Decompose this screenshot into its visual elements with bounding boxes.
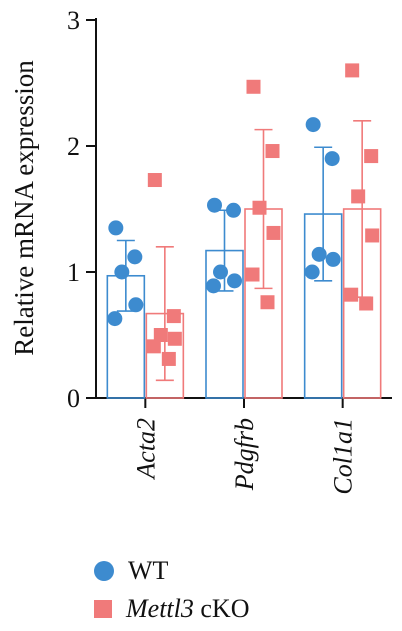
wt-point (311, 246, 327, 262)
wt-point (127, 249, 143, 265)
wt-point (114, 264, 130, 280)
cko-point (246, 79, 261, 94)
cko-point (365, 228, 380, 243)
legend-item-cko: Mettl3 cKO (94, 594, 249, 624)
legend-wt-marker (94, 561, 114, 581)
legend-cko-label: Mettl3 cKO (126, 594, 249, 624)
cko-point (167, 331, 182, 346)
wt-point (324, 151, 340, 167)
legend-cko-marker (94, 600, 112, 618)
axes: 0 1 2 3 Acta2 Pdgfrb Col1a1 (67, 6, 392, 495)
cko-point (147, 173, 162, 188)
legend-item-wt: WT (94, 556, 168, 586)
data-points (107, 63, 380, 366)
x-tick-label: Pdgfrb (230, 418, 259, 491)
wt-point (304, 264, 320, 280)
cko-point (345, 63, 360, 78)
cko-point (344, 287, 359, 302)
wt-point (227, 273, 242, 289)
wt-point (206, 278, 221, 294)
x-tick-label: Col1a1 (329, 418, 358, 495)
y-tick-label: 0 (67, 384, 80, 413)
legend-cko-gene: Mettl3 (126, 594, 194, 623)
legend-cko-suffix: cKO (193, 594, 250, 623)
wt-point (325, 251, 341, 267)
wt-point (305, 117, 321, 133)
cko-point (166, 309, 181, 324)
y-tick-label: 3 (67, 6, 80, 35)
y-tick-label: 1 (67, 258, 80, 287)
wt-point (207, 197, 222, 213)
cko-point (245, 267, 260, 282)
cko-point (359, 296, 374, 311)
wt-point (128, 297, 144, 313)
cko-point (161, 351, 176, 366)
wt-point (213, 264, 228, 280)
cko-point (252, 200, 267, 215)
cko-point (260, 295, 275, 310)
wt-point (226, 202, 241, 218)
cko-point (265, 144, 280, 159)
y-axis-label: Relative mRNA expression (9, 60, 39, 356)
wt-point (107, 311, 123, 327)
cko-point (364, 149, 379, 164)
cko-point (146, 339, 161, 354)
y-tick-label: 2 (67, 132, 80, 161)
cko-point (266, 225, 281, 240)
legend-wt-label: WT (128, 556, 169, 585)
cko-point (351, 189, 366, 204)
cko-point (153, 328, 168, 342)
bars (106, 120, 382, 399)
wt-point (108, 220, 124, 236)
x-tick-label: Acta2 (131, 418, 160, 481)
